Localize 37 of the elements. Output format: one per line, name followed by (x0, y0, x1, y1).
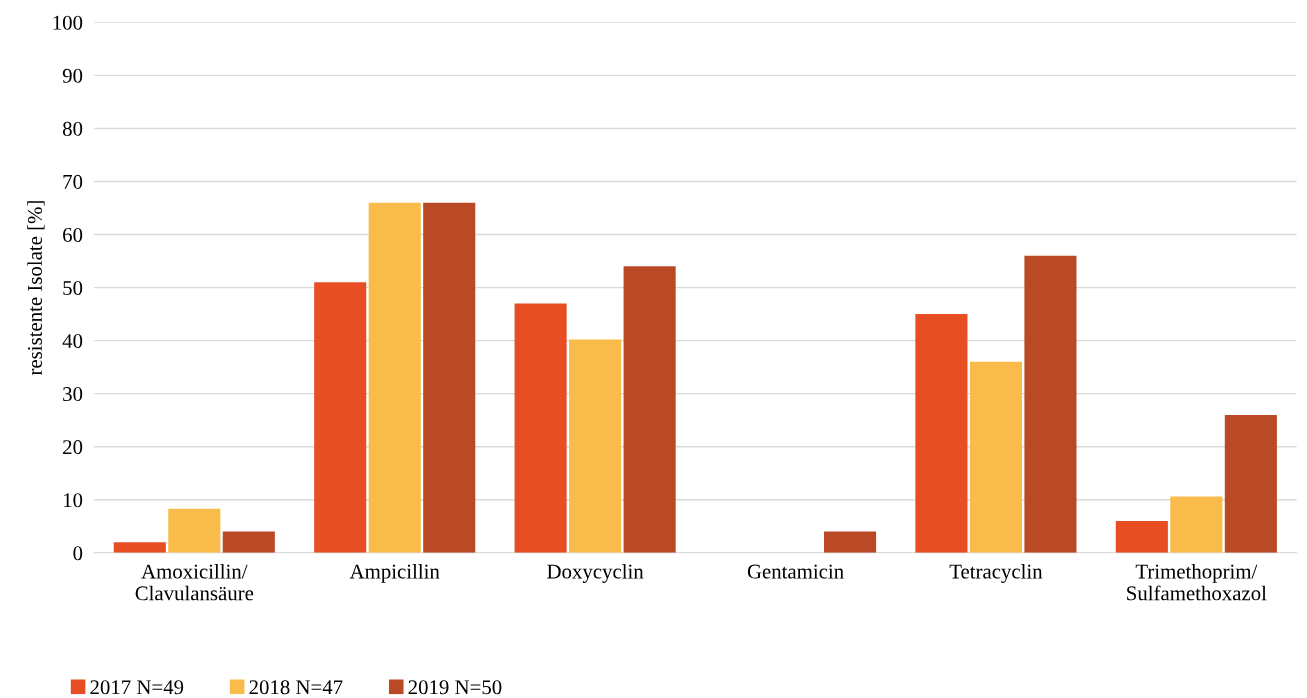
y-tick-label: 50 (63, 280, 83, 296)
bar (1024, 255, 1077, 553)
legend-label: 2017 N=49 (90, 680, 184, 695)
x-tick-label: Trimethoprim/ Sulfamethoxazol (1127, 563, 1267, 601)
y-tick-label: 30 (63, 387, 83, 402)
y-tick-label: 0 (73, 546, 83, 561)
x-tick-label: Ampicillin (349, 563, 440, 583)
bar (1170, 496, 1223, 553)
legend-label: 2019 N=50 (408, 680, 502, 695)
x-tick-label: Tetracyclin (949, 563, 1043, 583)
bar (569, 339, 622, 553)
x-tick-label: Gentamicin (747, 564, 844, 579)
bar (969, 361, 1022, 553)
bar (113, 542, 166, 553)
bar (915, 314, 968, 553)
bar (314, 282, 367, 553)
y-tick-label: 20 (63, 440, 83, 455)
bar (423, 202, 476, 553)
y-tick-label: 100 (53, 15, 83, 30)
bar (823, 531, 877, 553)
x-tick-label: Amoxicillin/ Clavulansäure (135, 563, 254, 601)
legend-label: 2018 N=47 (249, 680, 343, 695)
bar (1224, 414, 1277, 553)
bar (1115, 520, 1168, 553)
y-tick-label: 80 (62, 121, 83, 136)
y-axis-title: resistente Isolate [%] (27, 201, 45, 376)
bar (168, 508, 221, 553)
bar (623, 266, 676, 553)
y-tick-label: 90 (62, 68, 83, 83)
y-tick-label: 70 (63, 174, 83, 189)
bar (514, 303, 567, 553)
bar (222, 531, 275, 553)
y-tick-label: 40 (62, 334, 83, 349)
x-tick-label: Doxycyclin (547, 563, 644, 583)
y-tick-label: 60 (63, 227, 83, 242)
y-tick-label: 10 (63, 493, 83, 508)
bar (368, 202, 421, 553)
